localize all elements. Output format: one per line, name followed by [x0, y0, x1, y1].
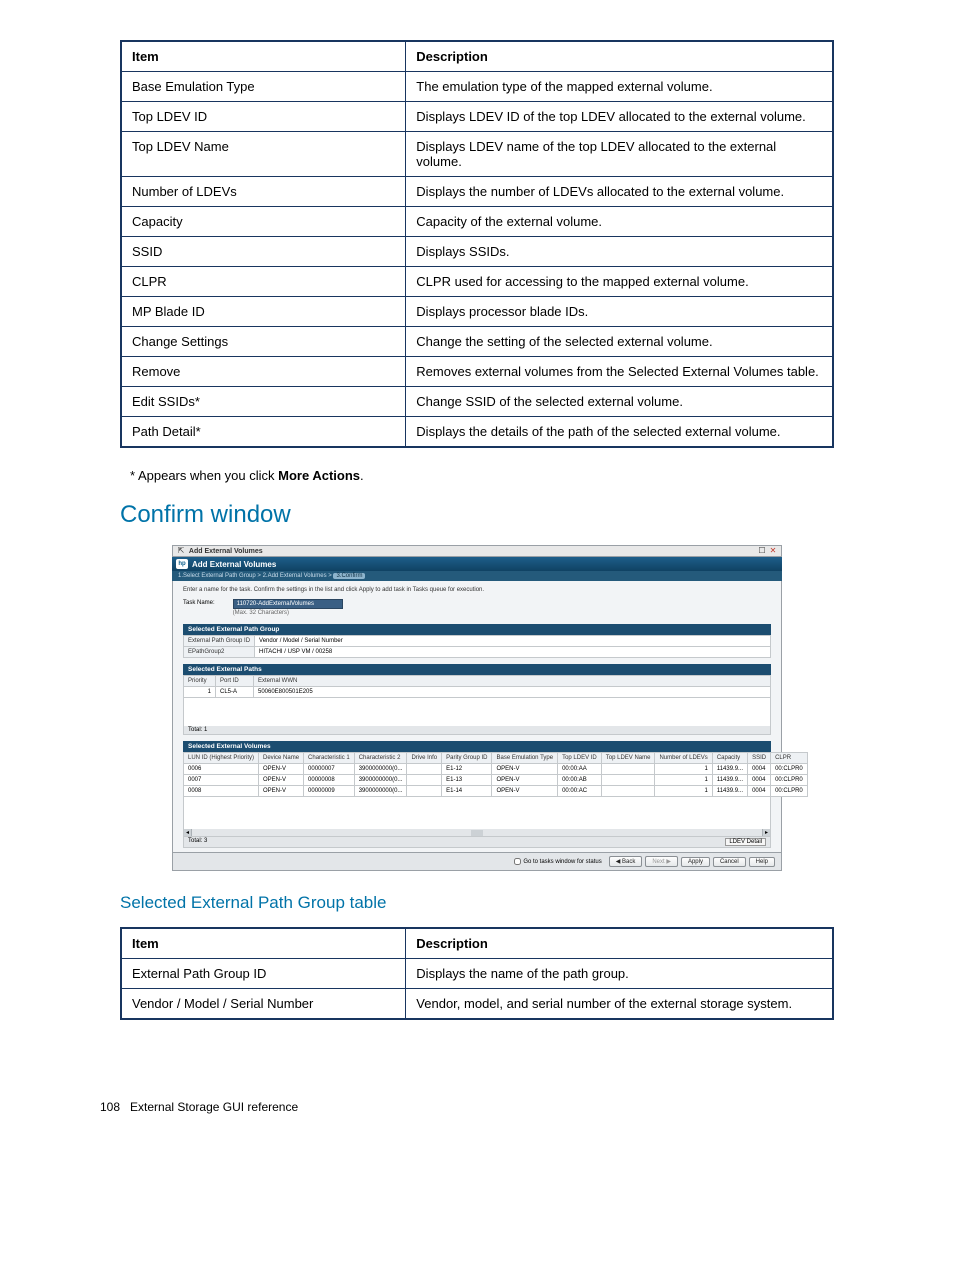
ldev-detail-button[interactable]: LDEV Detail	[725, 838, 766, 846]
pin-icon[interactable]: ⇱	[177, 547, 185, 555]
page-footer: 108 External Storage GUI reference	[0, 1100, 954, 1114]
table1-header-desc: Description	[406, 41, 833, 72]
pathgroup-table: External Path Group ID Vendor / Model / …	[183, 635, 771, 658]
cancel-button[interactable]: Cancel	[713, 857, 746, 867]
heading-selected-external-path-group-table: Selected External Path Group table	[120, 893, 834, 913]
hp-logo-icon: hp	[176, 559, 188, 569]
section-header-paths: Selected External Paths	[183, 664, 771, 675]
breadcrumb: 1.Select External Path Group > 2.Add Ext…	[172, 571, 782, 581]
confirm-dialog-screenshot: ⇱ Add External Volumes ☐ ✕ hp Add Extern…	[172, 545, 782, 871]
apply-button[interactable]: Apply	[681, 857, 710, 867]
item-description-table-1: Item Description Base Emulation TypeThe …	[120, 40, 834, 448]
dialog-header: hp Add External Volumes	[172, 557, 782, 571]
table-row: Top LDEV IDDisplays LDEV ID of the top L…	[121, 102, 833, 132]
table-row: Number of LDEVsDisplays the number of LD…	[121, 177, 833, 207]
page-number: 108	[100, 1100, 120, 1114]
dialog-outer-titlebar: ⇱ Add External Volumes ☐ ✕	[172, 545, 782, 557]
volumes-footer: Total: 3 LDEV Detail	[183, 837, 771, 848]
scroll-left-icon[interactable]: ◂	[184, 829, 192, 836]
table-row: Top LDEV NameDisplays LDEV name of the t…	[121, 132, 833, 177]
maximize-icon[interactable]: ☐	[758, 547, 766, 555]
horizontal-scrollbar[interactable]: ◂ ▸	[183, 829, 771, 837]
dialog-instruction: Enter a name for the task. Confirm the s…	[183, 587, 771, 593]
help-button[interactable]: Help	[749, 857, 775, 867]
table2-header-desc: Description	[406, 928, 833, 959]
table-row: Path Detail*Displays the details of the …	[121, 417, 833, 448]
footnote: * Appears when you click More Actions.	[130, 468, 834, 483]
table-row: Edit SSIDs*Change SSID of the selected e…	[121, 387, 833, 417]
task-name-label: Task Name:	[183, 599, 215, 606]
go-to-tasks-checkbox[interactable]: Go to tasks window for status	[514, 858, 601, 865]
table-row: Base Emulation TypeThe emulation type of…	[121, 72, 833, 102]
table-row: Remove Removes external volumes from the…	[121, 357, 833, 387]
dialog-title: Add External Volumes	[192, 560, 276, 569]
volumes-table: LUN ID (Highest Priority) Device Name Ch…	[183, 752, 808, 797]
table-row: Vendor / Model / Serial NumberVendor, mo…	[121, 989, 833, 1020]
table-row: CLPRCLPR used for accessing to the mappe…	[121, 267, 833, 297]
table-row: 1 CL5-A 50060E800501E205	[184, 687, 771, 698]
table-row: 0008 OPEN-V 00000009 3900000000(0... E1-…	[184, 786, 808, 797]
paths-footer: Total: 1	[183, 726, 771, 735]
close-icon[interactable]: ✕	[769, 547, 777, 555]
table2-header-item: Item	[121, 928, 406, 959]
section-header-pathgroup: Selected External Path Group	[183, 624, 771, 635]
outer-title: Add External Volumes	[185, 548, 758, 555]
table1-header-item: Item	[121, 41, 406, 72]
dialog-button-bar: Go to tasks window for status ◀ Back Nex…	[172, 853, 782, 871]
next-button: Next ▶	[645, 856, 678, 867]
paths-table: Priority Port ID External WWN 1 CL5-A 50…	[183, 675, 771, 698]
table-row: CapacityCapacity of the external volume.	[121, 207, 833, 237]
scroll-right-icon[interactable]: ▸	[762, 829, 770, 836]
heading-confirm-window: Confirm window	[120, 501, 834, 529]
table-row: SSIDDisplays SSIDs.	[121, 237, 833, 267]
table-row: 0006 OPEN-V 00000007 3900000000(0... E1-…	[184, 764, 808, 775]
table-row: 0007 OPEN-V 00000008 3900000000(0... E1-…	[184, 775, 808, 786]
table-row: MP Blade IDDisplays processor blade IDs.	[121, 297, 833, 327]
section-header-volumes: Selected External Volumes	[183, 741, 771, 752]
table-row: Change SettingsChange the setting of the…	[121, 327, 833, 357]
footer-title: External Storage GUI reference	[130, 1100, 298, 1114]
back-button[interactable]: ◀ Back	[609, 856, 643, 867]
task-name-hint: (Max. 32 Characters)	[233, 610, 343, 616]
item-description-table-2: Item Description External Path Group IDD…	[120, 927, 834, 1020]
table-row: External Path Group IDDisplays the name …	[121, 959, 833, 989]
task-name-input[interactable]: 110720-AddExternalVolumes	[233, 599, 343, 609]
